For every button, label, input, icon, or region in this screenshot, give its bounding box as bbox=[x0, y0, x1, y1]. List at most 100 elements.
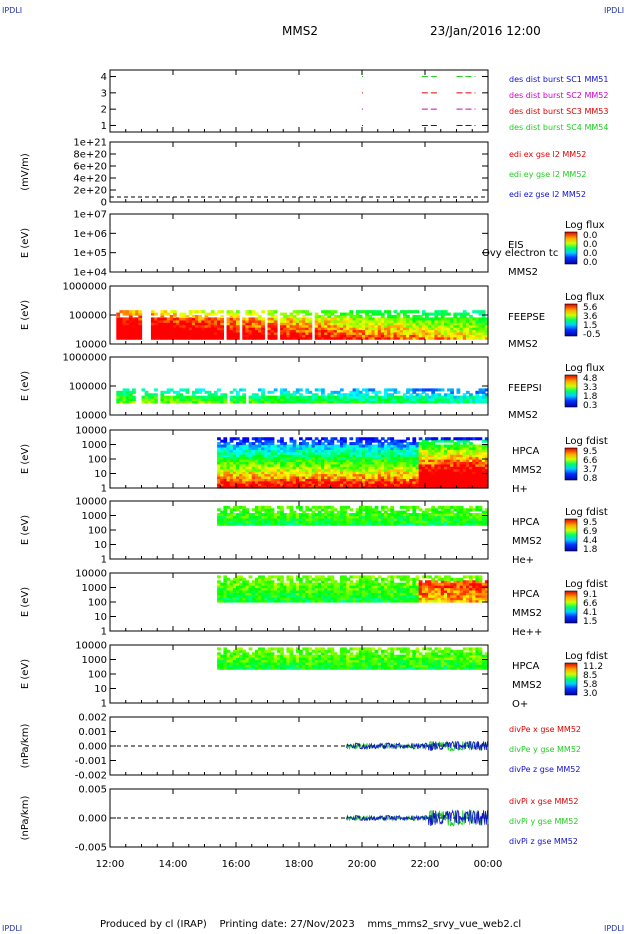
heatmap-cell bbox=[384, 439, 388, 443]
heatmap-cell bbox=[447, 463, 451, 467]
heatmap-cell bbox=[321, 446, 325, 450]
heatmap-cell bbox=[330, 395, 335, 399]
heatmap-cell bbox=[280, 471, 284, 475]
heatmap-cell bbox=[462, 478, 467, 482]
heatmap-cell bbox=[475, 517, 480, 521]
heatmap-cell bbox=[314, 317, 319, 321]
heatmap-cell bbox=[280, 329, 284, 333]
heatmap-cell bbox=[371, 329, 376, 333]
heatmap-cell bbox=[358, 599, 363, 603]
heatmap-cell bbox=[264, 587, 269, 591]
heatmap-cell bbox=[267, 319, 272, 323]
heatmap-cell bbox=[418, 517, 423, 521]
heatmap-cell bbox=[276, 589, 281, 593]
heatmap-cell bbox=[239, 505, 243, 509]
heatmap-cell bbox=[352, 466, 357, 470]
heatmap-cell bbox=[428, 515, 432, 519]
heatmap-cell bbox=[226, 485, 231, 489]
heatmap-cell bbox=[450, 510, 454, 514]
heatmap-cell bbox=[336, 456, 341, 460]
heatmap-cell bbox=[355, 461, 360, 465]
heatmap-cell bbox=[276, 510, 281, 514]
heatmap-cell bbox=[242, 517, 247, 521]
heatmap-cell bbox=[462, 473, 467, 477]
heatmap-cell bbox=[469, 317, 473, 321]
heatmap-cell bbox=[289, 585, 294, 589]
heatmap-cell bbox=[116, 317, 121, 321]
heatmap-cell bbox=[374, 592, 379, 596]
heatmap-cell bbox=[213, 393, 218, 397]
heatmap-cell bbox=[248, 319, 253, 323]
heatmap-cell bbox=[437, 334, 442, 338]
heatmap-cell bbox=[267, 577, 272, 581]
heatmap-cell bbox=[346, 468, 350, 472]
y-axis-label: (mV/m) bbox=[20, 153, 31, 191]
heatmap-cell bbox=[242, 589, 247, 593]
y-tick-label: 6e+20 bbox=[73, 162, 107, 173]
heatmap-cell bbox=[368, 466, 373, 470]
heatmap-cell bbox=[324, 478, 328, 482]
heatmap-cell bbox=[195, 324, 199, 328]
heatmap-cell bbox=[358, 585, 363, 589]
heatmap-cell bbox=[362, 582, 366, 586]
heatmap-cell bbox=[261, 444, 265, 448]
heatmap-cell bbox=[242, 463, 247, 467]
heatmap-cell bbox=[390, 331, 395, 335]
heatmap-cell bbox=[302, 454, 306, 458]
heatmap-cell bbox=[232, 317, 237, 321]
heatmap-cell bbox=[283, 485, 287, 489]
heatmap-cell bbox=[311, 459, 316, 463]
heatmap-cell bbox=[440, 395, 445, 399]
heatmap-cell bbox=[289, 322, 294, 326]
heatmap-cell bbox=[475, 478, 480, 482]
heatmap-cell bbox=[119, 336, 124, 340]
heatmap-cell bbox=[179, 319, 184, 323]
heatmap-cell bbox=[299, 324, 303, 328]
heatmap-cell bbox=[456, 329, 461, 333]
heatmap-cell bbox=[352, 398, 357, 402]
heatmap-cell bbox=[324, 456, 328, 460]
heatmap-cell bbox=[462, 475, 467, 479]
heatmap-cell bbox=[349, 317, 354, 321]
heatmap-cell bbox=[226, 468, 231, 472]
heatmap-cell bbox=[352, 585, 357, 589]
heatmap-cell bbox=[289, 468, 294, 472]
heatmap-cell bbox=[248, 327, 253, 331]
heatmap-cell bbox=[299, 454, 303, 458]
heatmap-cell bbox=[339, 324, 344, 328]
heatmap-cell bbox=[169, 400, 174, 404]
heatmap-cell bbox=[377, 515, 382, 519]
heatmap-cell bbox=[254, 577, 259, 581]
heatmap-cell bbox=[299, 517, 303, 521]
heatmap-cell bbox=[286, 587, 291, 591]
heatmap-cell bbox=[421, 520, 426, 524]
heatmap-cell bbox=[254, 468, 259, 472]
heatmap-cell bbox=[261, 508, 265, 512]
heatmap-cell bbox=[339, 483, 344, 487]
heatmap-cell bbox=[333, 310, 338, 314]
heatmap-cell bbox=[355, 442, 360, 446]
heatmap-cell bbox=[261, 582, 265, 586]
heatmap-cell bbox=[295, 597, 300, 601]
heatmap-cell bbox=[428, 437, 432, 441]
heatmap-cell bbox=[406, 517, 410, 521]
heatmap-cell bbox=[324, 483, 328, 487]
heatmap-cell bbox=[425, 480, 429, 484]
heatmap-cell bbox=[283, 442, 287, 446]
heatmap-cell bbox=[302, 398, 306, 402]
heatmap-cell bbox=[339, 454, 344, 458]
heatmap-cell bbox=[355, 444, 360, 448]
heatmap-cell bbox=[425, 513, 429, 517]
heatmap-cell bbox=[220, 449, 224, 453]
heatmap-cell bbox=[327, 451, 332, 455]
heatmap-cell bbox=[311, 439, 316, 443]
heatmap-cell bbox=[273, 575, 278, 579]
heatmap-cell bbox=[358, 322, 363, 326]
heatmap-cell bbox=[198, 324, 202, 328]
heatmap-cell bbox=[368, 442, 373, 446]
heatmap-cell bbox=[374, 310, 379, 314]
legend-entry: edi ey gse l2 MM52 bbox=[509, 170, 587, 179]
heatmap-cell bbox=[412, 522, 417, 526]
heatmap-cell bbox=[343, 322, 347, 326]
heatmap-cell bbox=[481, 310, 486, 314]
